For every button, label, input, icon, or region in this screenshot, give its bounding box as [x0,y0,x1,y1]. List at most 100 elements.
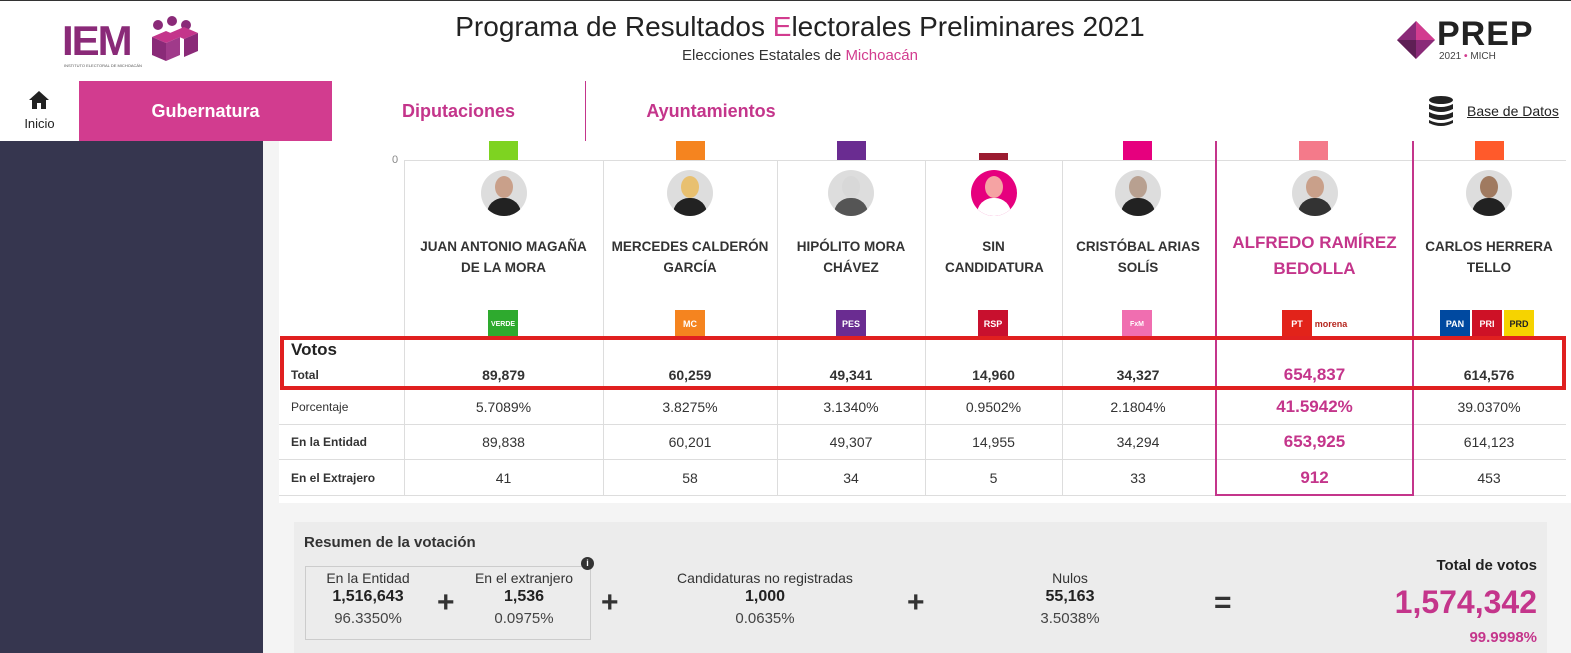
home-icon [29,91,49,109]
vote-bar [676,141,705,160]
cell-pct: 5.7089% [475,399,532,415]
page-header: IEM INSTITUTO ELECTORAL DE MICHOACÁN Pro… [0,0,1571,81]
vote-bar [1475,141,1504,160]
candidate-name: HIPÓLITO MORA CHÁVEZ [796,239,906,275]
row-label-porcentaje: Porcentaje [291,400,349,414]
vote-bar [837,141,866,160]
cell-total: 654,837 [1283,365,1346,384]
summary-panel [294,522,1547,653]
prep-logo[interactable]: PREP 2021 • MICH [1395,15,1545,65]
votos-highlight-box [280,336,1566,390]
cell-extranjero: 912 [1300,468,1329,487]
nav-divider [585,81,586,141]
row-label-entidad: En la Entidad [291,435,368,449]
column-divider [404,160,405,495]
party-logos: PES [836,310,866,338]
candidate-name: CARLOS HERRERA TELLO [1425,239,1553,275]
cell-extranjero: 5 [989,470,998,486]
candidate-card-winner[interactable]: ALFREDO RAMÍREZ BEDOLLA [1215,170,1414,282]
party-logos: RSP [978,310,1008,338]
cell-entidad: 89,838 [482,434,525,450]
ballot-boxes-icon [152,16,198,61]
column-divider [603,160,604,495]
candidate-photo [667,170,713,216]
candidate-name: MERCEDES CALDERÓN GARCÍA [611,239,769,275]
candidate-card[interactable]: HIPÓLITO MORA CHÁVEZ [777,170,925,278]
iem-logo[interactable]: IEM INSTITUTO ELECTORAL DE MICHOACÁN [62,13,202,71]
summary-entidad: En la Entidad 1,516,643 96.3350% [326,570,410,627]
winner-highlight [1215,141,1414,496]
equals-sign: = [1214,586,1232,619]
candidate-name: ALFREDO RAMÍREZ BEDOLLA [1232,233,1397,278]
row-divider [279,459,1566,460]
iem-logo-subtitle: INSTITUTO ELECTORAL DE MICHOACÁN [64,63,142,68]
row-divider [279,495,1566,496]
cell-pct: 41.5942% [1276,397,1353,416]
candidate-card[interactable]: MERCEDES CALDERÓN GARCÍA [603,170,777,278]
candidate-name: SIN CANDIDATURA [945,239,1044,275]
party-logo: morena [1314,310,1348,338]
summary-title: Resumen de la votación [304,534,476,551]
party-logo: RSP [978,310,1008,338]
page-title: Programa de Resultados Electorales Preli… [455,11,1145,42]
cell-pct: 39.0370% [1457,399,1521,415]
cell-extranjero: 41 [495,470,512,486]
candidate-name: CRISTÓBAL ARIAS SOLÍS [1076,239,1200,275]
cell-total: 14,960 [972,367,1015,383]
sidebar [0,141,263,653]
candidate-photo [1115,170,1161,216]
database-icon [1429,96,1453,126]
cell-entidad: 49,307 [829,434,873,450]
database-label: Base de Datos [1467,103,1559,119]
plus-sign: + [601,586,619,619]
nav-home[interactable]: Inicio [0,81,79,141]
cell-entidad: 14,955 [972,434,1015,450]
candidate-card[interactable]: CRISTÓBAL ARIAS SOLÍS [1062,170,1214,278]
vote-bar [979,153,1008,160]
candidate-card[interactable]: CARLOS HERRERA TELLO [1414,170,1564,278]
iem-logo-text: IEM [62,17,133,64]
cell-total: 89,879 [482,367,525,383]
cell-extranjero: 58 [682,470,698,486]
tab-diputaciones[interactable]: Diputaciones [401,101,516,121]
cell-pct: 3.1340% [823,399,879,415]
column-divider [925,160,926,495]
cell-pct: 3.8275% [662,399,718,415]
cell-total: 34,327 [1116,367,1160,383]
summary-nulos: Nulos 55,163 3.5038% [1040,570,1100,627]
cell-extranjero: 453 [1477,470,1501,486]
prep-year: 2021 • MICH [1439,51,1496,62]
candidate-photo [480,170,527,216]
candidate-photo [970,170,1017,216]
info-icon[interactable]: i [581,557,594,570]
database-link[interactable]: Base de Datos [1427,95,1567,129]
cell-total: 60,259 [668,367,712,383]
cell-entidad: 34,294 [1116,434,1160,450]
column-divider [1062,160,1063,495]
candidate-name: JUAN ANTONIO MAGAÑA DE LA MORA [420,239,587,275]
row-divider [279,424,1566,425]
party-logos: MC [675,310,705,338]
cell-entidad: 614,123 [1463,434,1515,450]
page-subtitle: Elecciones Estatales de Michoacán [682,47,918,64]
candidate-card[interactable]: SIN CANDIDATURA [925,170,1062,278]
party-logos: PAN PRI PRD [1440,310,1534,338]
vote-bar [1299,141,1328,160]
tab-gubernatura[interactable]: Gubernatura [79,81,332,141]
nav-home-label: Inicio [24,116,55,131]
chart-baseline [404,160,1566,161]
tab-ayuntamientos[interactable]: Ayuntamientos [646,101,776,121]
prep-diamond-icon [1397,21,1435,59]
candidate-photo [828,170,874,216]
candidate-card[interactable]: JUAN ANTONIO MAGAÑA DE LA MORA [404,170,603,278]
cell-total: 614,576 [1463,367,1515,383]
summary-extranjero: En el extranjero 1,536 0.0975% [474,570,574,627]
summary-box-entidad-extranjero [305,566,591,640]
votos-heading: Votos [291,340,337,359]
row-label-total: Total [291,368,319,382]
summary-total-pct: 99.9998% [1469,629,1537,646]
cell-entidad: 60,201 [668,434,712,450]
axis-zero-label: 0 [392,154,399,166]
summary-no-registradas: Candidaturas no registradas 1,000 0.0635… [677,570,853,627]
plus-sign: + [907,586,925,619]
